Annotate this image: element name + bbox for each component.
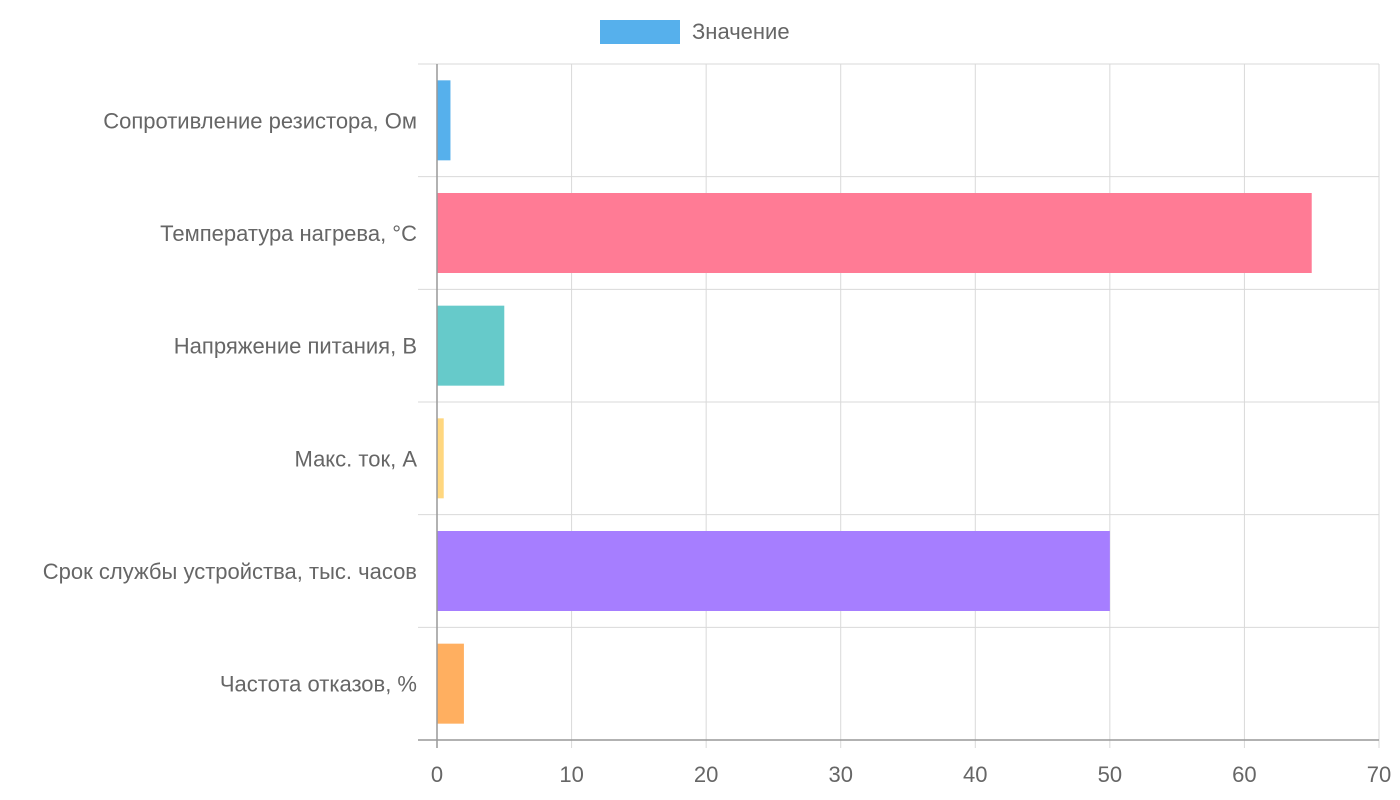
category-label: Напряжение питания, В — [174, 334, 417, 359]
x-tick-label: 50 — [1098, 762, 1122, 787]
legend-swatch[interactable] — [600, 20, 680, 44]
x-tick-label: 60 — [1232, 762, 1256, 787]
category-label: Температура нагрева, °C — [160, 221, 417, 246]
bar[interactable] — [437, 643, 464, 724]
category-label: Срок службы устройства, тыс. часов — [43, 559, 417, 584]
x-tick-label: 0 — [431, 762, 443, 787]
legend[interactable]: Значение — [600, 19, 790, 44]
x-tick-label: 70 — [1367, 762, 1391, 787]
bar[interactable] — [437, 193, 1312, 273]
bar[interactable] — [437, 80, 451, 161]
bars — [437, 80, 1312, 724]
category-labels: Сопротивление резистора, Ом Температура н… — [43, 108, 418, 696]
x-tick-label: 20 — [694, 762, 718, 787]
bar[interactable] — [437, 305, 505, 386]
category-label: Сопротивление резистора, Ом — [103, 108, 417, 133]
bar[interactable] — [437, 418, 444, 499]
bar[interactable] — [437, 531, 1110, 611]
axes — [418, 64, 1379, 748]
grid — [418, 63, 1380, 748]
category-label: Макс. ток, А — [295, 446, 418, 471]
category-label: Частота отказов, % — [220, 672, 417, 697]
x-tick-label: 30 — [828, 762, 852, 787]
x-tick-label: 10 — [559, 762, 583, 787]
tick-labels: 0 10 20 30 40 50 60 70 — [431, 762, 1391, 787]
x-tick-label: 40 — [963, 762, 987, 787]
legend-label[interactable]: Значение — [692, 19, 790, 44]
